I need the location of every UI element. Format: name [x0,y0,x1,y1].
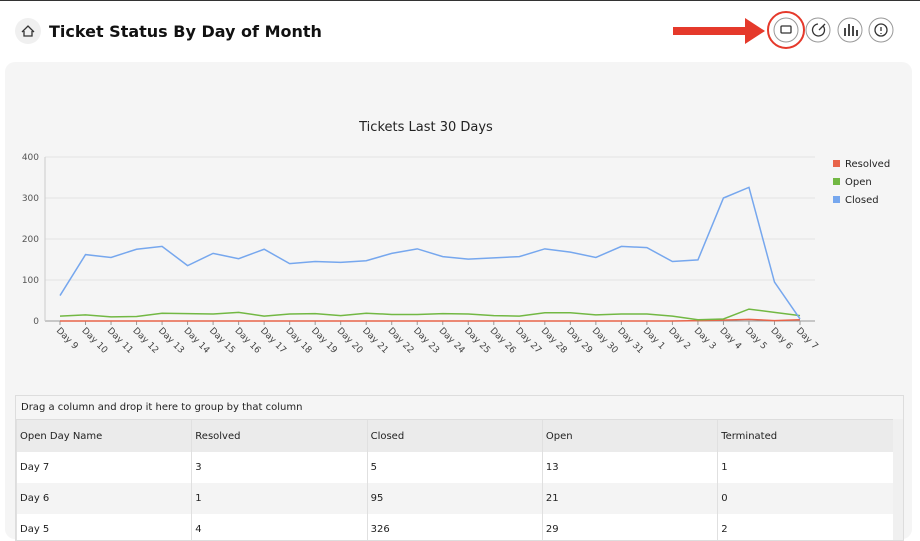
export-button[interactable] [805,17,831,43]
chart-title: Tickets Last 30 Days [358,120,493,135]
x-tick-label: Day 13 [156,326,186,356]
grid: Drag a column and drop it here to group … [15,395,904,541]
cell: 0 [717,483,893,514]
y-tick-label: 400 [22,153,39,163]
x-tick-label: Day 23 [411,326,441,356]
column-header[interactable]: Closed [366,420,543,452]
table: Open Day Name Resolved Closed Open Terminate… [16,420,893,540]
page-title: Ticket Status By Day of Month [49,22,322,41]
x-tick-label: Day 19 [309,326,339,356]
home-button[interactable] [15,18,41,44]
group-panel: Drag a column and drop it here to group … [16,396,903,420]
x-tick-label: Day 15 [207,326,237,356]
chart-button[interactable] [837,17,863,43]
x-tick-label: Day 27 [513,326,543,356]
y-tick-label: 0 [33,317,39,327]
cell: Day 6 [16,483,192,514]
cell: 21 [541,483,718,514]
cell: 1 [191,483,368,514]
row: Day 5 4 326 29 2 [16,514,893,540]
x-tick-label: Day 4 [717,326,743,352]
x-tick-label: Day 22 [386,326,416,356]
y-tick-label: 300 [22,194,39,204]
x-tick-label: Day 10 [79,326,109,356]
print-icon [780,25,792,34]
x-tick-label: Day 31 [615,326,645,356]
x-tick-label: Day 7 [794,326,820,352]
row: Day 7 3 5 13 1 [16,452,893,483]
cell: 326 [366,514,543,540]
cell: 29 [541,514,718,540]
x-tick-label: Day 30 [590,326,620,356]
row: Day 6 1 95 21 0 [16,483,893,514]
legend-swatch [833,178,840,185]
y-tick-label: 100 [22,276,39,286]
legend-label: Open [845,177,872,188]
cell: 13 [541,452,718,483]
arrow [673,18,765,44]
chart-icon [844,24,858,36]
x-tick-label: Day 12 [130,326,160,356]
x-tick-label: Day 24 [437,326,467,356]
highlight-circle [767,11,805,49]
y-tick-label: 200 [22,235,39,245]
x-tick-label: Day 9 [54,326,80,352]
x-tick-label: Day 14 [181,326,211,356]
cell: 4 [191,514,368,540]
x-tick-label: Day 29 [564,326,594,356]
top-border [0,0,920,1]
x-tick-label: Day 5 [743,326,769,352]
column-header[interactable]: Open [541,420,718,452]
series-line [59,308,801,321]
cell: 1 [717,452,893,483]
cell: 2 [717,514,893,540]
export-icon [811,23,826,37]
legend-label: Resolved [845,159,890,170]
x-tick-label: Day 25 [462,326,492,356]
cell: Day 5 [16,514,192,540]
x-tick-label: Day 28 [539,326,569,356]
legend-label: Closed [845,195,879,206]
legend-swatch [833,196,840,203]
cell: 3 [191,452,368,483]
column-header[interactable]: Open Day Name [16,420,192,452]
x-tick-label: Day 6 [768,326,794,352]
column-header[interactable]: Terminated [717,420,893,452]
info-icon [874,23,888,37]
header-row: Open Day Name Resolved Closed Open Terminate… [16,420,893,452]
x-tick-label: Day 18 [284,326,314,356]
x-tick-label: Day 2 [666,326,692,352]
column-header[interactable]: Resolved [191,420,368,452]
x-tick-label: Day 20 [335,326,365,356]
series-line [59,186,801,320]
scrollbar[interactable] [893,419,903,540]
cell: 95 [366,483,543,514]
x-tick-label: Day 16 [232,326,262,356]
x-tick-label: Day 26 [488,326,518,356]
home-icon [21,25,35,37]
series-line [60,318,801,322]
cell: Day 7 [16,452,192,483]
print-button[interactable] [773,17,799,43]
legend-swatch [833,160,840,167]
x-tick-label: Day 3 [692,326,718,352]
x-tick-label: Day 17 [258,326,288,356]
x-tick-label: Day 11 [105,326,135,356]
cell: 5 [366,452,543,483]
x-tick-label: Day 21 [360,326,390,356]
